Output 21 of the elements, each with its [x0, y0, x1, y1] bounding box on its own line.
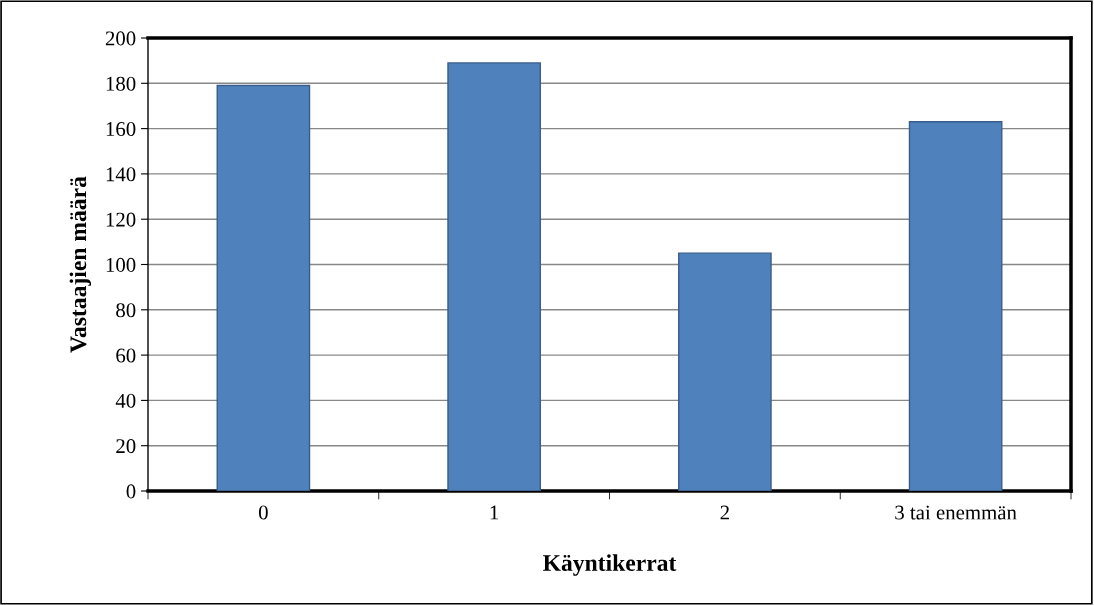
x-axis-title: Käyntikerrat — [543, 554, 677, 576]
bar — [908, 121, 1003, 491]
bar — [447, 62, 541, 491]
y-axis-title: Vastaajien määrä — [69, 176, 92, 353]
y-tick-label: 100 — [106, 257, 136, 272]
y-tick-label: 180 — [106, 76, 136, 91]
y-tick-label: 120 — [106, 212, 136, 227]
y-tick-label: 160 — [106, 121, 136, 137]
y-tick-label: 40 — [115, 393, 136, 408]
y-tick-label: 80 — [116, 303, 136, 318]
y-tick-label: 200 — [105, 31, 136, 46]
bar — [216, 84, 311, 491]
x-tick-label: 1 — [490, 505, 499, 520]
y-tick-label: 0 — [126, 484, 136, 499]
y-tick-label: 140 — [106, 167, 136, 182]
bar — [678, 252, 772, 491]
x-tick-label: 0 — [258, 505, 268, 520]
y-tick-label: 20 — [116, 439, 136, 454]
x-tick-label: 3 tai enemmän — [895, 505, 1017, 520]
x-tick-label: 2 — [720, 505, 729, 520]
y-tick-label: 60 — [116, 348, 136, 363]
